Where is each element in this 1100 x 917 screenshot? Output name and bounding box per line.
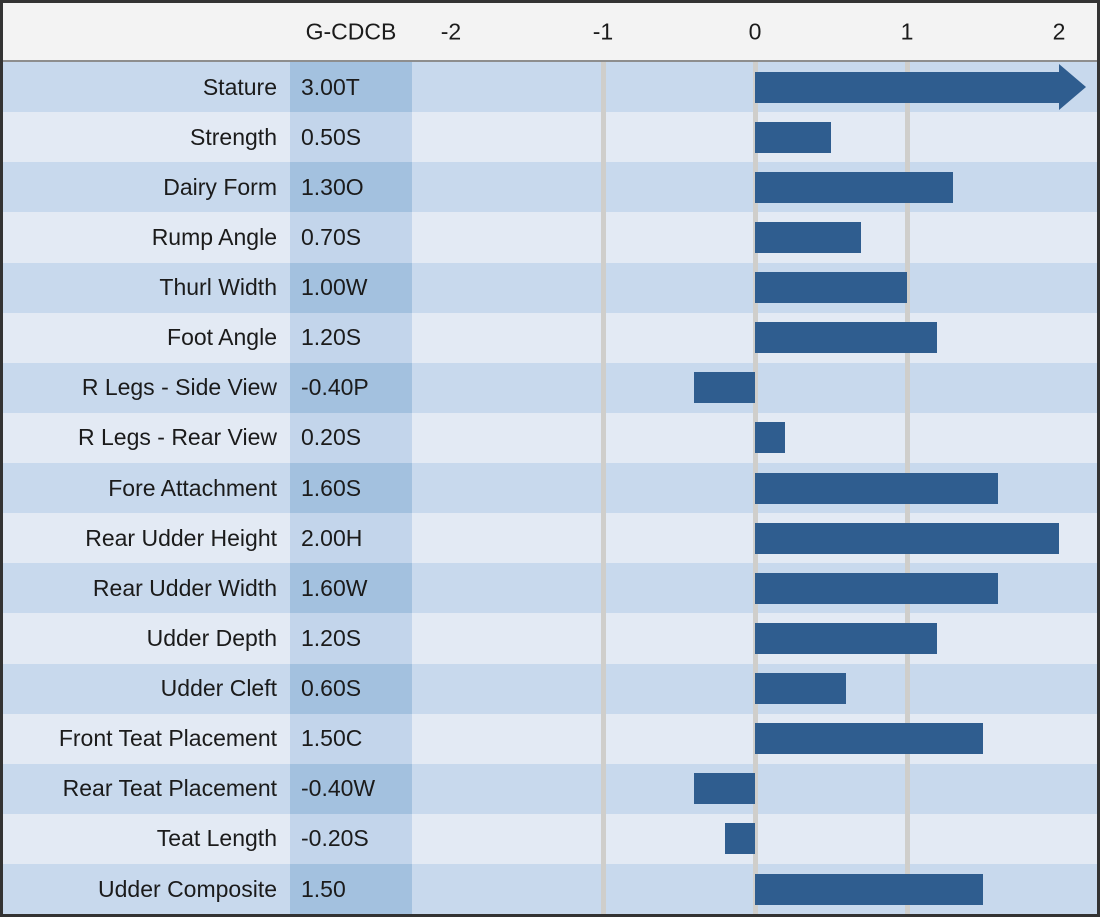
trait-bar-track — [412, 764, 1097, 814]
trait-value: 1.50C — [290, 713, 412, 764]
table-row: Foot Angle 1.20S — [3, 312, 1097, 363]
trait-label: Stature — [202, 73, 277, 100]
axis-tick-label: 0 — [748, 18, 762, 44]
table-row: Thurl Width 1.00W — [3, 262, 1097, 313]
table-row: Stature 3.00T — [3, 62, 1097, 113]
trait-label: Dairy Form — [163, 173, 277, 200]
table-row: Rear Teat Placement -0.40W — [3, 763, 1097, 814]
trait-value: 2.00H — [290, 513, 412, 564]
trait-label: Rear Udder Width — [92, 574, 277, 601]
trait-value: 0.50S — [290, 112, 412, 163]
value-column-header: G-CDCB — [305, 18, 397, 44]
table-row: Front Teat Placement 1.50C — [3, 713, 1097, 764]
trait-value: -0.40W — [290, 763, 412, 814]
table-row: Udder Cleft 0.60S — [3, 663, 1097, 714]
trait-bar-track — [412, 814, 1097, 864]
trait-bar-track — [412, 613, 1097, 663]
trait-label: Rump Angle — [151, 223, 277, 250]
trait-value: -0.20S — [290, 813, 412, 864]
trait-bar-track — [412, 864, 1097, 914]
table-row: Rear Udder Width 1.60W — [3, 563, 1097, 614]
table-row: R Legs - Rear View 0.20S — [3, 412, 1097, 463]
table-row: Udder Composite 1.50 — [3, 864, 1097, 914]
trait-bar — [724, 823, 755, 855]
trait-label: Udder Cleft — [160, 675, 277, 702]
trait-bar-track — [412, 62, 1097, 112]
trait-bar — [755, 272, 907, 304]
trait-bar — [755, 472, 999, 504]
trait-label: Front Teat Placement — [58, 725, 277, 752]
chart-header: G-CDCB -2 -1 0 1 2 — [3, 3, 1097, 62]
trait-label: Fore Attachment — [108, 474, 277, 501]
trait-value: 1.50 — [290, 864, 412, 914]
trait-label: Thurl Width — [159, 274, 277, 301]
trait-value: 0.20S — [290, 412, 412, 463]
trait-value: 1.00W — [290, 262, 412, 313]
trait-value: -0.40P — [290, 362, 412, 413]
trait-value: 1.20S — [290, 312, 412, 363]
trait-bar-track — [412, 463, 1097, 513]
table-row: Strength 0.50S — [3, 112, 1097, 163]
trait-bar — [755, 71, 1059, 103]
axis-tick-label: 1 — [900, 18, 914, 44]
trait-bar — [755, 422, 786, 454]
trait-bar — [755, 723, 983, 755]
table-row: Dairy Form 1.30O — [3, 162, 1097, 213]
trait-bar — [755, 221, 862, 253]
trait-bar-track — [412, 263, 1097, 313]
axis-tick-label: -2 — [440, 18, 462, 44]
trait-bar-track — [412, 162, 1097, 212]
trait-bar — [755, 322, 938, 354]
trait-value: 1.20S — [290, 613, 412, 664]
trait-label: R Legs - Side View — [81, 374, 277, 401]
trait-label: Udder Depth — [146, 624, 277, 651]
trait-bar-track — [412, 664, 1097, 714]
trait-bar — [694, 773, 755, 805]
chart-rows: Stature 3.00T Strength 0.50S Dairy Form … — [3, 62, 1097, 914]
trait-bar — [755, 572, 999, 604]
trait-value: 1.30O — [290, 162, 412, 213]
trait-bar-track — [412, 513, 1097, 563]
trait-label: Udder Composite — [98, 875, 277, 902]
trait-bar-track — [412, 363, 1097, 413]
trait-label: Rear Teat Placement — [62, 775, 277, 802]
trait-bar — [755, 171, 953, 203]
trait-bar-track — [412, 714, 1097, 764]
trait-bar-track — [412, 413, 1097, 463]
trait-bar — [755, 622, 938, 654]
table-row: Rump Angle 0.70S — [3, 212, 1097, 263]
table-row: Fore Attachment 1.60S — [3, 463, 1097, 514]
bar-overflow-arrowhead-icon — [1059, 64, 1086, 111]
trait-label: R Legs - Rear View — [78, 424, 277, 451]
trait-bar-track — [412, 212, 1097, 262]
trait-value: 1.60S — [290, 463, 412, 514]
trait-bar-track — [412, 313, 1097, 363]
trait-bar — [755, 873, 983, 905]
trait-bar — [755, 121, 831, 153]
table-row: Rear Udder Height 2.00H — [3, 513, 1097, 564]
trait-bar-track — [412, 563, 1097, 613]
trait-label: Teat Length — [156, 825, 277, 852]
trait-bar-track — [412, 112, 1097, 162]
trait-value: 0.70S — [290, 212, 412, 263]
trait-value: 1.60W — [290, 563, 412, 614]
axis-gridline — [600, 62, 606, 914]
table-row: Teat Length -0.20S — [3, 813, 1097, 864]
table-row: R Legs - Side View -0.40P — [3, 362, 1097, 413]
trait-value: 0.60S — [290, 663, 412, 714]
trait-bar — [694, 372, 755, 404]
trait-label: Strength — [190, 123, 277, 150]
axis-tick-label: 2 — [1052, 18, 1066, 44]
trait-label: Foot Angle — [167, 324, 277, 351]
trait-value: 3.00T — [290, 62, 412, 113]
trait-bar — [755, 673, 847, 705]
trait-label: Rear Udder Height — [85, 524, 277, 551]
axis-tick-label: -1 — [592, 18, 614, 44]
table-row: Udder Depth 1.20S — [3, 613, 1097, 664]
trait-bar — [755, 522, 1059, 554]
